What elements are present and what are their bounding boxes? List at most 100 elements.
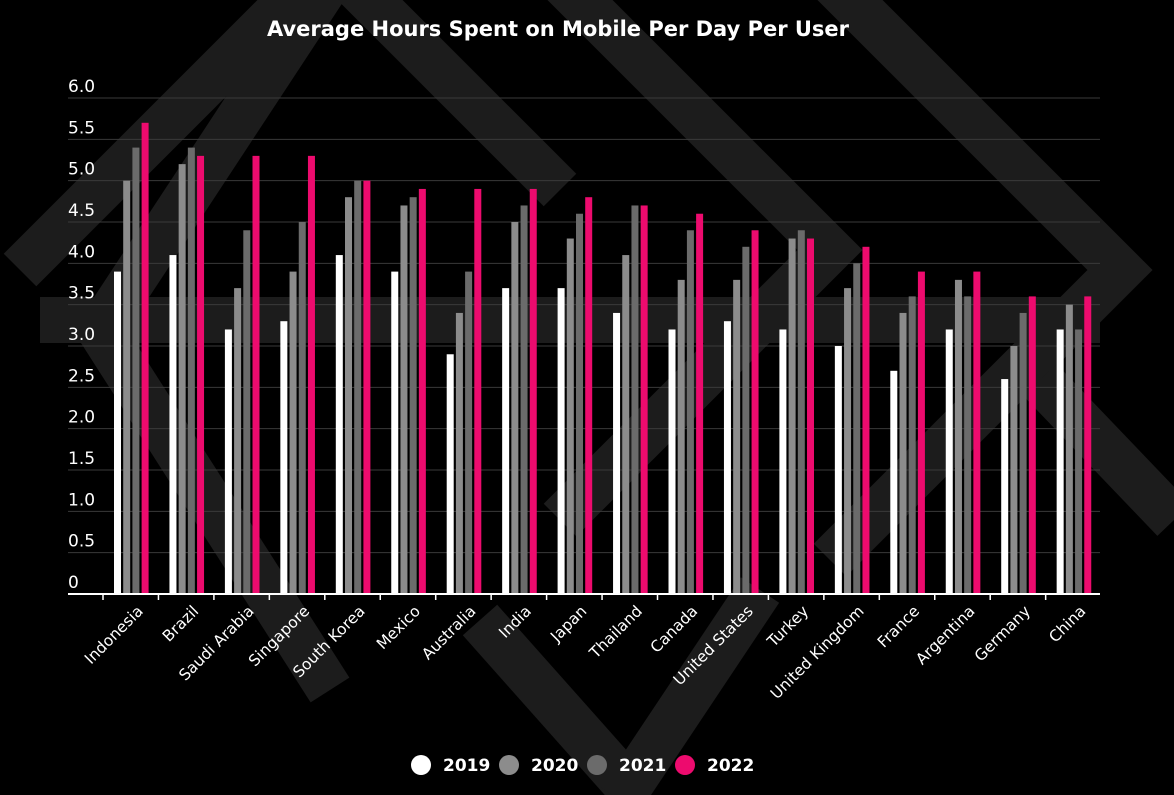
bar-2019-argentina [945, 329, 953, 594]
y-tick-label: 5.5 [68, 118, 95, 138]
bar-2020-south-korea [345, 197, 353, 594]
bar-2021-france [908, 296, 916, 594]
bar-2019-mexico [391, 271, 399, 594]
bar-2021-singapore [298, 222, 306, 594]
bar-2019-saudi-arabia [224, 329, 232, 594]
x-category-label: China [1045, 602, 1089, 646]
bar-2020-saudi-arabia [234, 288, 242, 594]
bar-2022-argentina [973, 271, 981, 594]
bar-2019-turkey [779, 329, 787, 594]
bar-2022-mexico [418, 188, 426, 594]
legend-label-2020: 2020 [531, 756, 578, 776]
bar-2021-indonesia [132, 147, 140, 594]
bar-2021-brazil [187, 147, 195, 594]
bar-2020-united-states [733, 279, 741, 594]
y-tick-label: 6.0 [68, 77, 95, 97]
bar-2022-indonesia [141, 122, 149, 595]
bar-2019-germany [1001, 379, 1009, 594]
bar-2020-china [1065, 304, 1073, 594]
bar-2022-australia [474, 188, 482, 594]
bar-2021-south-korea [354, 180, 362, 594]
y-tick-label: 3.5 [68, 284, 95, 304]
bar-2020-brazil [178, 164, 186, 594]
x-category-label: France [874, 602, 923, 651]
bar-2022-singapore [307, 155, 315, 594]
bar-2021-japan [576, 213, 584, 594]
bar-2022-thailand [640, 205, 648, 594]
bar-2020-france [899, 312, 907, 594]
bar-2019-brazil [169, 255, 177, 595]
legend-swatch-2019 [411, 755, 431, 775]
bar-2019-thailand [613, 312, 621, 594]
bar-2019-united-states [723, 321, 731, 594]
y-tick-label: 2.5 [68, 366, 95, 386]
bar-2021-canada [686, 230, 694, 594]
bar-2020-argentina [954, 279, 962, 594]
bar-2022-turkey [807, 238, 815, 595]
bar-2021-thailand [631, 205, 639, 594]
bar-2022-india [529, 188, 537, 594]
bar-2021-turkey [797, 230, 805, 594]
bar-2020-turkey [788, 238, 796, 595]
x-category-label: Mexico [373, 602, 424, 653]
bar-2019-south-korea [335, 255, 343, 595]
legend-swatch-2020 [499, 755, 519, 775]
bar-2022-united-states [751, 230, 759, 594]
bar-2022-canada [696, 213, 704, 594]
y-tick-label: 4.0 [68, 242, 95, 262]
bar-2020-india [511, 222, 519, 594]
y-tick-label: 2.0 [68, 408, 95, 428]
bar-2020-united-kingdom [844, 288, 852, 594]
x-category-label: Argentina [912, 602, 978, 668]
bar-2021-united-kingdom [853, 263, 861, 594]
bar-2020-mexico [400, 205, 408, 594]
bar-2019-australia [446, 354, 454, 594]
x-category-label: Germany [971, 602, 1034, 665]
bar-2020-japan [566, 238, 574, 595]
legend-label-2022: 2022 [707, 756, 754, 776]
legend-label-2019: 2019 [443, 756, 490, 776]
x-category-label: Canada [647, 602, 701, 656]
bar-series [114, 122, 1092, 595]
bar-2019-indonesia [114, 271, 121, 594]
x-category-label: Brazil [159, 602, 202, 645]
bar-2019-japan [557, 288, 565, 594]
bar-2019-singapore [280, 321, 288, 594]
y-tick-label: 1.5 [68, 449, 95, 469]
bar-2021-india [520, 205, 528, 594]
legend-swatch-2021 [587, 755, 607, 775]
bar-2020-indonesia [123, 180, 131, 594]
legend: 2019 2020 2021 2022 [411, 755, 754, 776]
y-tick-label: 5.0 [68, 160, 95, 180]
x-category-label: Thailand [585, 602, 646, 663]
bar-2021-mexico [409, 197, 417, 594]
bar-2021-germany [1019, 312, 1027, 594]
bar-2022-china [1084, 296, 1092, 594]
x-category-label: Indonesia [81, 602, 147, 668]
y-tick-label: 3.0 [68, 325, 95, 345]
bar-2021-china [1075, 329, 1083, 594]
legend-swatch-2022 [675, 755, 695, 775]
bar-2022-france [917, 271, 925, 594]
bar-2020-singapore [289, 271, 297, 594]
bar-2022-japan [585, 197, 593, 594]
bar-2021-australia [465, 271, 473, 594]
bar-2020-australia [455, 312, 463, 594]
legend-label-2021: 2021 [619, 756, 666, 776]
bar-2019-china [1056, 329, 1064, 594]
x-category-label: United Kingdom [767, 602, 868, 703]
chart-title: Average Hours Spent on Mobile Per Day Pe… [267, 17, 850, 41]
bar-2019-france [890, 370, 898, 594]
bar-2019-canada [668, 329, 676, 594]
bar-2021-united-states [742, 246, 750, 595]
y-tick-label: 4.5 [68, 201, 95, 221]
y-tick-label: 1.0 [68, 490, 95, 510]
x-axis [68, 593, 1100, 600]
y-axis-ticks: 0 0.5 1.0 1.5 2.0 2.5 3.0 3.5 4.0 4.5 5.0 5.5 6.0 [68, 77, 95, 593]
bar-2022-south-korea [363, 180, 371, 594]
bar-2022-saudi-arabia [252, 155, 260, 594]
bar-2021-saudi-arabia [243, 230, 251, 594]
bar-2020-thailand [622, 255, 630, 595]
x-category-label: Japan [546, 602, 590, 646]
